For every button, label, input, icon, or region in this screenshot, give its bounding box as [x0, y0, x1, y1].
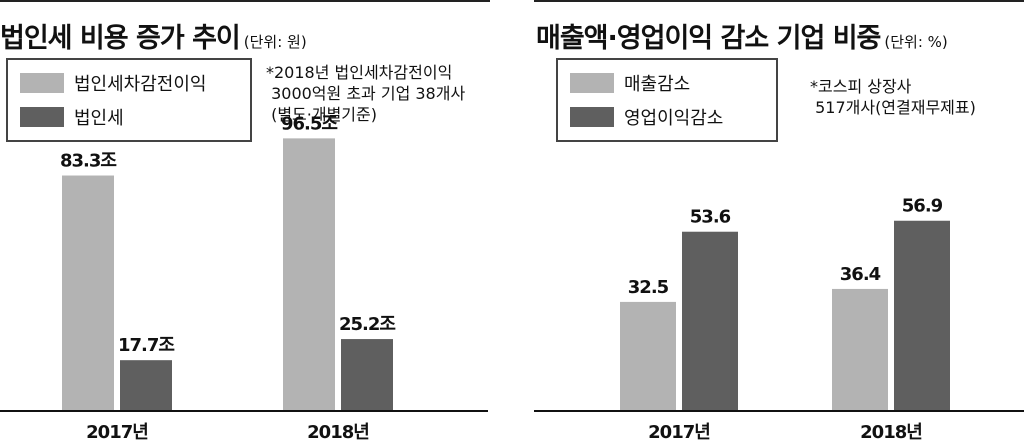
legend-swatch-light	[20, 73, 64, 93]
left-title-text: 법인세 비용 증가 추이	[0, 23, 241, 54]
legend-swatch-light	[570, 73, 614, 93]
bar	[682, 231, 738, 410]
legend-swatch-dark	[570, 107, 614, 127]
category-label: 2018년	[860, 422, 922, 443]
legend-label: 법인세차감전이익	[74, 74, 207, 95]
left-chart-panel: 법인세 비용 증가 추이 (단위: 원) 법인세차감전이익 법인세 *2018년 …	[0, 0, 490, 445]
legend-item-corporate-tax: 법인세	[20, 106, 124, 129]
bar-value-label: 25.2조	[339, 314, 395, 335]
left-chart-title: 법인세 비용 증가 추이 (단위: 원)	[0, 16, 307, 55]
bar	[341, 339, 393, 410]
legend-label: 영업이익감소	[624, 108, 724, 129]
legend-label: 매출감소	[624, 74, 691, 95]
bar	[620, 301, 676, 410]
legend-item-operating-profit-decline: 영업이익감소	[570, 106, 724, 129]
top-rule	[0, 0, 490, 2]
legend-item-pretax-income: 법인세차감전이익	[20, 72, 207, 95]
bar-value-label: 96.5조	[281, 113, 337, 134]
left-bar-chart: 83.3조 17.7조 2017년 96.5조 25.2조 2018년	[0, 113, 488, 443]
bar-value-label: 32.5	[628, 277, 669, 298]
legend-label: 법인세	[74, 108, 124, 129]
bar-value-label: 17.7조	[118, 335, 174, 356]
right-unit-label: (단위: %)	[884, 33, 948, 51]
bar-value-label: 56.9	[902, 196, 943, 217]
bar	[62, 175, 114, 410]
top-rule	[534, 0, 1024, 2]
left-unit-label: (단위: 원)	[243, 33, 307, 51]
right-bar-chart: 32.5 53.6 2017년 36.4 56.9 2018년	[534, 196, 1024, 443]
category-label: 2018년	[307, 422, 369, 443]
right-footnote: *코스피 상장사 517개사(연결재무제표)	[810, 77, 976, 117]
bar	[283, 138, 335, 411]
left-footnote: *2018년 법인세차감전이익 3000억원 초과 기업 38개사 (별도·개별…	[266, 63, 466, 124]
bar-value-label: 83.3조	[60, 151, 116, 172]
legend-swatch-dark	[20, 107, 64, 127]
bar	[120, 360, 172, 410]
right-chart-title: 매출액·영업이익 감소 기업 비중 (단위: %)	[536, 16, 948, 55]
bar-value-label: 53.6	[690, 207, 731, 228]
bar	[894, 220, 950, 410]
bar	[832, 288, 888, 410]
legend-item-sales-decline: 매출감소	[570, 72, 691, 95]
bar-value-label: 36.4	[840, 264, 881, 285]
right-title-text: 매출액·영업이익 감소 기업 비중	[536, 23, 881, 54]
right-chart-panel: 매출액·영업이익 감소 기업 비중 (단위: %) 매출감소 영업이익감소 *코스…	[534, 0, 1024, 445]
category-label: 2017년	[648, 422, 710, 443]
right-legend: 매출감소 영업이익감소	[556, 58, 778, 142]
left-legend: 법인세차감전이익 법인세	[6, 58, 252, 142]
category-label: 2017년	[86, 422, 148, 443]
